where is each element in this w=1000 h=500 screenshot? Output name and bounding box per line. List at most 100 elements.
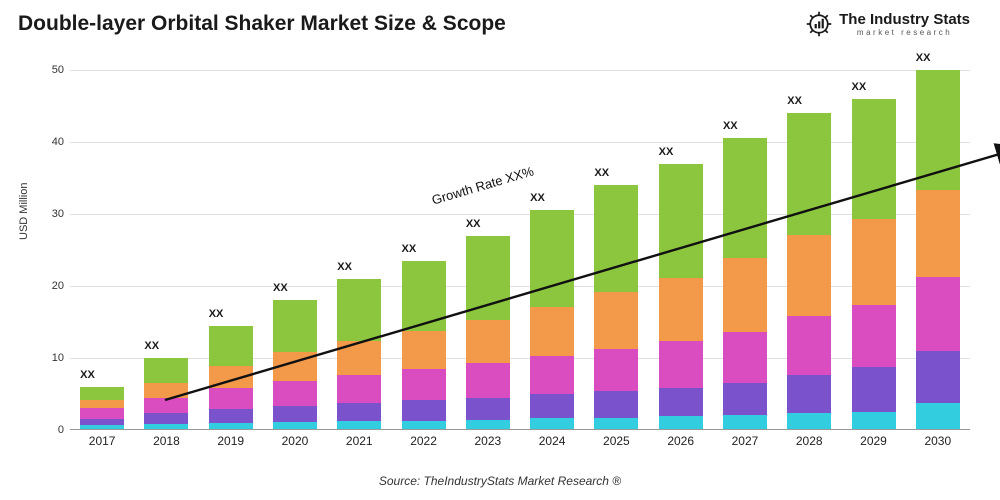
bar-column: XX	[273, 300, 317, 430]
bar-value-label: XX	[852, 81, 867, 93]
bar-segment	[659, 341, 703, 388]
bar-segment	[916, 351, 960, 403]
bar-segment	[337, 403, 381, 422]
bar-segment	[466, 236, 510, 320]
bar-segment	[659, 416, 703, 430]
bar-segment	[594, 292, 638, 349]
x-tick-label: 2017	[80, 434, 124, 448]
brand-logo: The Industry Stats market research	[805, 10, 970, 38]
y-tick-label: 30	[40, 208, 64, 220]
bar-segment	[273, 381, 317, 405]
bar-segment	[80, 408, 124, 418]
bar-segment	[594, 349, 638, 391]
bar-segment	[80, 387, 124, 400]
bar-segment	[144, 398, 188, 413]
bar-segment	[787, 113, 831, 235]
bar-segment	[402, 331, 446, 369]
bar-segment	[466, 398, 510, 420]
bar-segment	[337, 375, 381, 402]
bar-segment	[723, 383, 767, 415]
bar-segment	[530, 307, 574, 356]
bar-column: XX	[466, 236, 510, 430]
y-axis-label: USD Million	[18, 183, 30, 240]
bar-segment	[144, 413, 188, 423]
y-tick-label: 20	[40, 280, 64, 292]
bar-column: XX	[80, 387, 124, 430]
logo-sub-text: market research	[839, 29, 970, 37]
bar-segment	[852, 412, 896, 430]
x-tick-label: 2022	[402, 434, 446, 448]
x-tick-label: 2027	[723, 434, 767, 448]
x-tick-label: 2026	[659, 434, 703, 448]
bar-segment	[916, 70, 960, 190]
bar-stack	[659, 164, 703, 430]
bar-segment	[209, 326, 253, 366]
bar-column: XX	[209, 326, 253, 430]
bar-segment	[594, 185, 638, 292]
bar-segment	[273, 406, 317, 423]
x-tick-label: 2030	[916, 434, 960, 448]
bar-value-label: XX	[144, 340, 159, 352]
bar-segment	[916, 277, 960, 351]
bar-value-label: XX	[787, 95, 802, 107]
bar-stack	[466, 236, 510, 430]
logo-main-text: The Industry Stats	[839, 12, 970, 27]
bar-stack	[337, 279, 381, 430]
bar-segment	[209, 409, 253, 423]
bar-segment	[723, 258, 767, 332]
y-axis-ticks: 01020304050	[40, 70, 64, 430]
bar-segment	[659, 278, 703, 341]
bar-column: XX	[594, 185, 638, 430]
bar-segment	[466, 320, 510, 363]
x-axis-labels: 2017201820192020202120222023202420252026…	[70, 434, 970, 448]
bar-column: XX	[144, 358, 188, 430]
bar-value-label: XX	[337, 261, 352, 273]
bar-segment	[852, 219, 896, 305]
market-chart-card: Double-layer Orbital Shaker Market Size …	[0, 0, 1000, 500]
bar-segment	[916, 190, 960, 276]
bar-segment	[80, 400, 124, 409]
bar-stack	[80, 387, 124, 430]
x-tick-label: 2024	[530, 434, 574, 448]
bar-segment	[530, 394, 574, 418]
bar-stack	[723, 138, 767, 430]
bar-stack	[852, 99, 896, 430]
bar-segment	[723, 415, 767, 430]
bar-segment	[402, 400, 446, 421]
bar-value-label: XX	[402, 243, 417, 255]
bar-segment	[144, 383, 188, 398]
chart-title: Double-layer Orbital Shaker Market Size …	[18, 12, 506, 36]
bar-segment	[723, 332, 767, 383]
bar-column: XX	[402, 261, 446, 430]
bar-segment	[787, 413, 831, 430]
bar-value-label: XX	[273, 282, 288, 294]
bar-segment	[852, 367, 896, 412]
y-tick-label: 40	[40, 136, 64, 148]
bar-segment	[659, 388, 703, 417]
bar-stack	[916, 70, 960, 430]
y-tick-label: 0	[40, 424, 64, 436]
bar-segment	[787, 235, 831, 316]
bar-value-label: XX	[723, 120, 738, 132]
bar-segment	[337, 341, 381, 375]
bar-value-label: XX	[80, 369, 95, 381]
x-tick-label: 2019	[209, 434, 253, 448]
bar-value-label: XX	[594, 167, 609, 179]
bar-segment	[852, 99, 896, 219]
x-tick-label: 2023	[466, 434, 510, 448]
bar-column: XX	[852, 99, 896, 430]
y-tick-label: 10	[40, 352, 64, 364]
bar-segment	[466, 363, 510, 398]
bar-segment	[787, 316, 831, 375]
bar-stack	[402, 261, 446, 430]
bar-stack	[209, 326, 253, 430]
bar-value-label: XX	[466, 218, 481, 230]
bar-segment	[273, 300, 317, 352]
bar-segment	[916, 403, 960, 430]
bar-column: XX	[723, 138, 767, 430]
plot-area: XXXXXXXXXXXXXXXXXXXXXXXXXXXX Growth Rate…	[70, 70, 970, 430]
bar-segment	[852, 305, 896, 366]
y-tick-label: 50	[40, 64, 64, 76]
bar-segment	[787, 375, 831, 413]
bar-column: XX	[530, 210, 574, 430]
